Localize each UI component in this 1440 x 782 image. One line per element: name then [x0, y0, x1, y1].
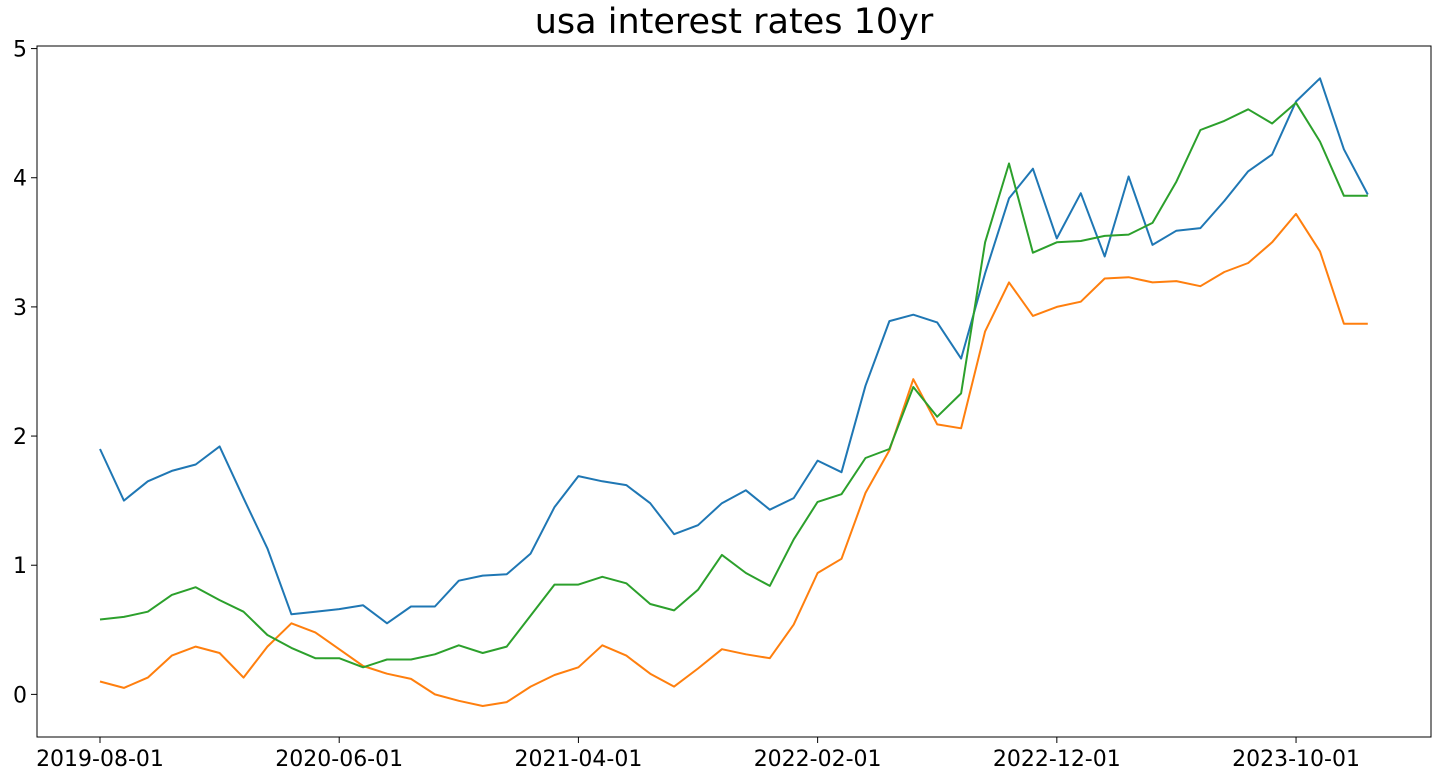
- x-tick-label: 2020-06-01: [275, 747, 403, 772]
- x-tick-label: 2021-04-01: [514, 747, 642, 772]
- x-tick-label: 2022-02-01: [754, 747, 882, 772]
- x-tick-label: 2019-08-01: [36, 747, 164, 772]
- plot-frame: [36, 45, 1432, 738]
- series-line-1: [99, 77, 1369, 625]
- x-tick-label: 2023-10-01: [1232, 747, 1360, 772]
- series-layer: [99, 77, 1369, 707]
- x-tick-label: 2022-12-01: [993, 747, 1121, 772]
- axis-layer: 0 1 2 3 4 5 2019-08-01 2020-06-01 2021-04-01 2022…: [13, 38, 1360, 772]
- y-tick-label: 1: [13, 554, 27, 579]
- series-line-2: [99, 212, 1368, 707]
- y-tick-label: 2: [13, 425, 27, 450]
- series-line-3: [99, 101, 1368, 669]
- y-tick-label: 3: [13, 296, 27, 321]
- chart-title: usa interest rates 10yr: [534, 2, 934, 42]
- y-tick-label: 5: [13, 38, 27, 63]
- y-tick-label: 4: [13, 167, 27, 192]
- y-tick-label: 0: [13, 683, 27, 708]
